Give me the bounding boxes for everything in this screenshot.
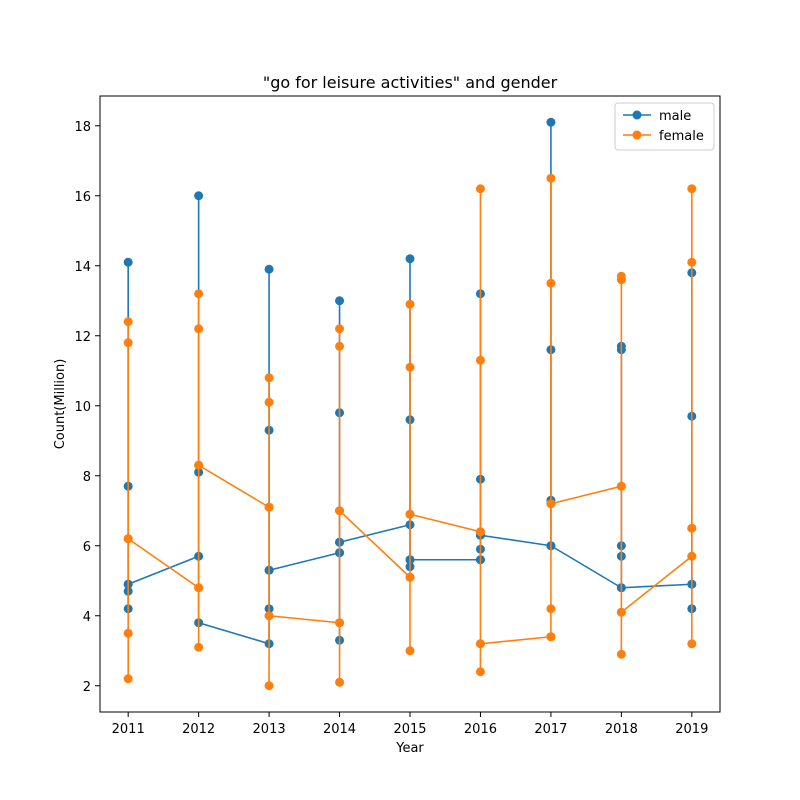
data-point-female bbox=[335, 677, 345, 687]
y-axis-label: Count(Million) bbox=[53, 359, 68, 450]
y-axis: 2 4 6 8 10 12 14 16 18 bbox=[74, 120, 100, 695]
data-point-female bbox=[123, 674, 133, 684]
x-tick-label: 2017 bbox=[534, 722, 567, 737]
y-tick-label: 4 bbox=[83, 610, 91, 625]
legend-item-female: female bbox=[623, 129, 704, 144]
data-point-female bbox=[194, 324, 204, 334]
plot-area bbox=[123, 117, 697, 691]
legend: male female bbox=[614, 102, 715, 151]
data-point-female bbox=[123, 628, 133, 638]
data-point-female bbox=[687, 523, 697, 533]
legend-marker bbox=[632, 110, 642, 120]
x-tick-label: 2019 bbox=[675, 722, 708, 737]
data-point-female bbox=[687, 639, 697, 649]
data-point-female bbox=[546, 632, 556, 642]
data-point-female bbox=[405, 572, 415, 582]
data-point-female bbox=[687, 184, 697, 194]
data-point-female bbox=[616, 481, 626, 491]
data-point-female bbox=[616, 607, 626, 617]
data-point-female bbox=[616, 275, 626, 285]
legend-label: male bbox=[659, 109, 691, 124]
data-point-female bbox=[405, 299, 415, 309]
data-point-male bbox=[194, 191, 204, 201]
data-point-female bbox=[123, 338, 133, 348]
x-tick-label: 2018 bbox=[605, 722, 638, 737]
data-point-male bbox=[546, 117, 556, 127]
data-point-male bbox=[264, 264, 274, 274]
data-point-male bbox=[405, 254, 415, 264]
y-tick-label: 8 bbox=[83, 470, 91, 485]
data-point-female bbox=[616, 649, 626, 659]
data-point-female bbox=[475, 639, 485, 649]
data-point-female bbox=[335, 506, 345, 516]
x-tick-label: 2013 bbox=[253, 722, 286, 737]
data-point-female bbox=[546, 173, 556, 183]
x-tick-label: 2012 bbox=[182, 722, 215, 737]
data-point-female bbox=[264, 611, 274, 621]
data-point-female bbox=[475, 527, 485, 537]
data-point-female bbox=[194, 460, 204, 470]
legend-label: female bbox=[659, 129, 704, 144]
chart-title: "go for leisure activities" and gender bbox=[263, 73, 558, 92]
data-point-female bbox=[475, 667, 485, 677]
data-point-female bbox=[475, 355, 485, 365]
data-point-female bbox=[405, 646, 415, 656]
legend-item-male: male bbox=[623, 109, 691, 124]
legend-marker bbox=[632, 130, 642, 140]
data-point-female bbox=[194, 583, 204, 593]
data-point-female bbox=[546, 499, 556, 509]
data-point-female bbox=[687, 257, 697, 267]
y-tick-label: 12 bbox=[74, 330, 91, 345]
data-point-female bbox=[264, 397, 274, 407]
data-point-female bbox=[194, 642, 204, 652]
data-point-female bbox=[264, 681, 274, 691]
data-point-female bbox=[194, 289, 204, 299]
y-tick-label: 6 bbox=[83, 540, 91, 555]
data-point-male bbox=[335, 296, 345, 306]
data-point-female bbox=[123, 317, 133, 327]
x-axis: 2011 2012 2013 2014 2015 2016 2017 2018 2019 bbox=[112, 712, 708, 737]
data-point-female bbox=[546, 604, 556, 614]
y-tick-label: 14 bbox=[74, 260, 91, 275]
data-point-female bbox=[335, 341, 345, 351]
data-point-female bbox=[475, 184, 485, 194]
x-tick-label: 2016 bbox=[464, 722, 497, 737]
x-tick-label: 2015 bbox=[393, 722, 426, 737]
data-point-female bbox=[264, 373, 274, 383]
y-tick-label: 16 bbox=[74, 190, 91, 205]
series-line-female bbox=[127, 177, 693, 687]
data-point-female bbox=[405, 509, 415, 519]
data-point-female bbox=[405, 362, 415, 372]
x-axis-label: Year bbox=[395, 741, 424, 756]
y-tick-label: 18 bbox=[74, 120, 91, 135]
x-tick-label: 2014 bbox=[323, 722, 356, 737]
x-tick-label: 2011 bbox=[112, 722, 145, 737]
data-point-female bbox=[123, 534, 133, 544]
data-point-female bbox=[546, 278, 556, 288]
data-point-male bbox=[123, 257, 133, 267]
data-point-female bbox=[335, 324, 345, 334]
data-point-female bbox=[264, 502, 274, 512]
y-tick-label: 10 bbox=[74, 400, 91, 415]
data-point-female bbox=[335, 618, 345, 628]
data-point-female bbox=[687, 551, 697, 561]
y-tick-label: 2 bbox=[83, 680, 91, 695]
series-female bbox=[123, 173, 697, 691]
